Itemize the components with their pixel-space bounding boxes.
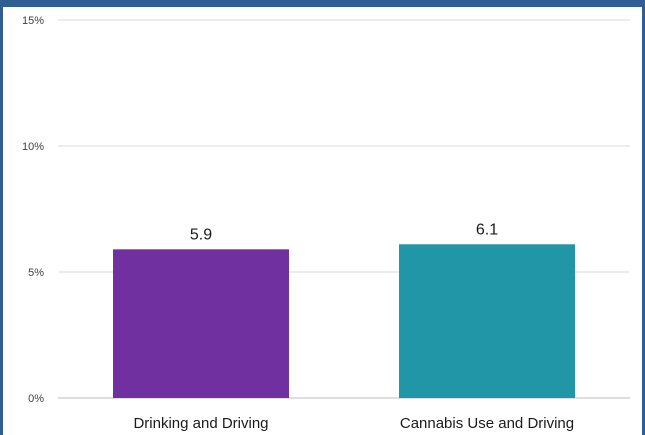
x-category-label: Cannabis Use and Driving [400,415,574,432]
y-tick-label: 5% [28,267,44,279]
y-axis-ticks: 0% 5% 10% 15% [22,15,44,405]
data-label: 6.1 [476,221,498,238]
bars [113,244,575,398]
y-tick-label: 0% [28,393,44,405]
x-axis-categories: Drinking and Driving Cannabis Use and Dri… [133,415,574,432]
data-labels: 5.9 6.1 [190,221,498,243]
data-label: 5.9 [190,226,212,243]
bar-cannabis-use-and-driving [399,244,575,398]
x-category-label: Drinking and Driving [133,415,268,432]
y-tick-label: 10% [22,141,44,153]
top-border-bar [0,0,645,7]
bar-drinking-and-driving [113,249,289,398]
y-tick-label: 15% [22,15,44,27]
